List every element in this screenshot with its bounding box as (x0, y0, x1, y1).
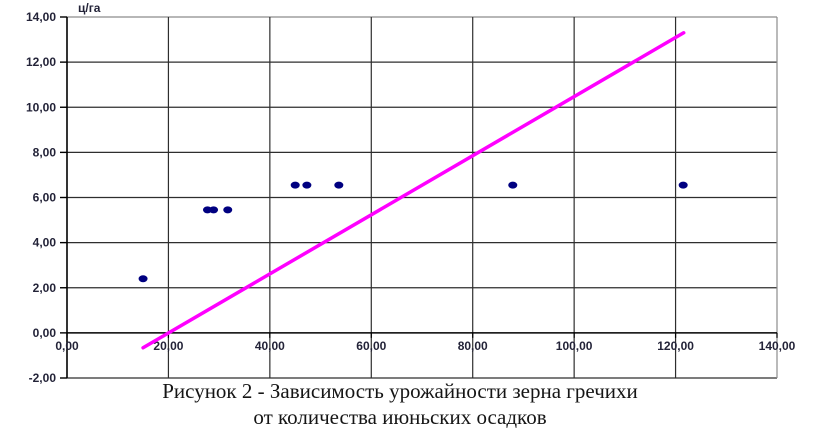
data-point (223, 206, 233, 214)
x-tick-label: 20,00 (153, 339, 183, 353)
data-point (508, 181, 518, 189)
y-tick-label: -2,00 (29, 371, 57, 384)
figure-caption: Рисунок 2 - Зависимость урожайности зерн… (0, 378, 800, 430)
data-point (334, 181, 344, 189)
y-tick-label: 8,00 (33, 145, 57, 159)
x-tick-label: 100,00 (556, 339, 593, 353)
y-tick-label: 10,00 (26, 100, 56, 114)
y-tick-label: 14,00 (26, 10, 56, 24)
chart-canvas: -2,00 0,00 2,00 4,00 6,00 8,00 10,00 12,00 14,00… (26, 1, 796, 384)
caption-line-2: от количества июньских осадков (253, 405, 547, 429)
data-point (209, 206, 219, 214)
x-tick-label: 40,00 (255, 339, 285, 353)
x-tick-label: 0,00 (55, 339, 79, 353)
y-tick-label: 4,00 (33, 236, 57, 250)
y-axis-unit-label: ц/га (78, 1, 101, 15)
x-tick-label: 60,00 (356, 339, 386, 353)
data-point (138, 275, 148, 283)
x-tick-label: 80,00 (458, 339, 488, 353)
y-tick-label: 2,00 (33, 281, 57, 295)
x-tick-label: 120,00 (657, 339, 694, 353)
y-tick-label: 12,00 (26, 55, 56, 69)
data-point (290, 181, 300, 189)
x-tick-label: 140,00 (759, 339, 796, 353)
y-tick-label: 0,00 (33, 326, 57, 340)
data-point (302, 181, 312, 189)
data-point (678, 181, 688, 189)
caption-line-1: Рисунок 2 - Зависимость урожайности зерн… (162, 379, 638, 403)
trendline (141, 31, 686, 350)
y-tick-label: 6,00 (33, 191, 57, 205)
